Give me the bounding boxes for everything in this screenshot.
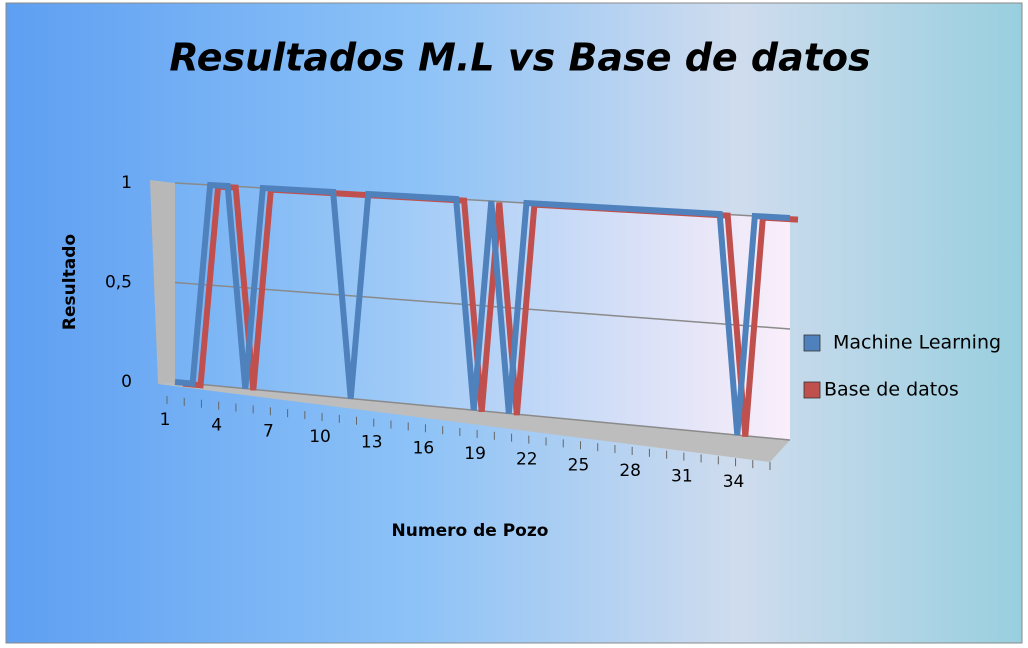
x-tick-label: 34	[723, 472, 745, 492]
x-tick-label: 4	[211, 416, 222, 436]
floor	[158, 382, 790, 462]
series-line	[174, 181, 791, 436]
legend-label: Base de datos	[824, 379, 959, 401]
y-tick-label: 0,5	[105, 273, 132, 293]
x-tick-label: 16	[413, 438, 435, 458]
legend-swatch	[803, 334, 821, 352]
legend-swatch	[803, 381, 821, 399]
x-tick-label: 31	[671, 467, 693, 487]
x-tick-label: 25	[568, 455, 590, 475]
x-tick-label: 19	[464, 444, 486, 464]
x-tick-label: 28	[619, 461, 641, 481]
x-tick-label: 7	[263, 421, 274, 441]
side-wall	[150, 180, 175, 384]
y-tick-label: 1	[121, 173, 132, 193]
x-tick-label: 22	[516, 450, 538, 470]
x-axis-label: Numero de Pozo	[392, 521, 549, 541]
legend-label: Machine Learning	[833, 332, 1001, 354]
y-tick-label: 0	[121, 372, 132, 392]
x-tick-label: 13	[361, 433, 383, 453]
x-tick-label: 10	[309, 427, 331, 447]
chart-title: Resultados M.L vs Base de datos	[169, 36, 870, 80]
y-axis-label: Resultado	[60, 234, 80, 330]
x-tick-label: 1	[160, 410, 171, 430]
